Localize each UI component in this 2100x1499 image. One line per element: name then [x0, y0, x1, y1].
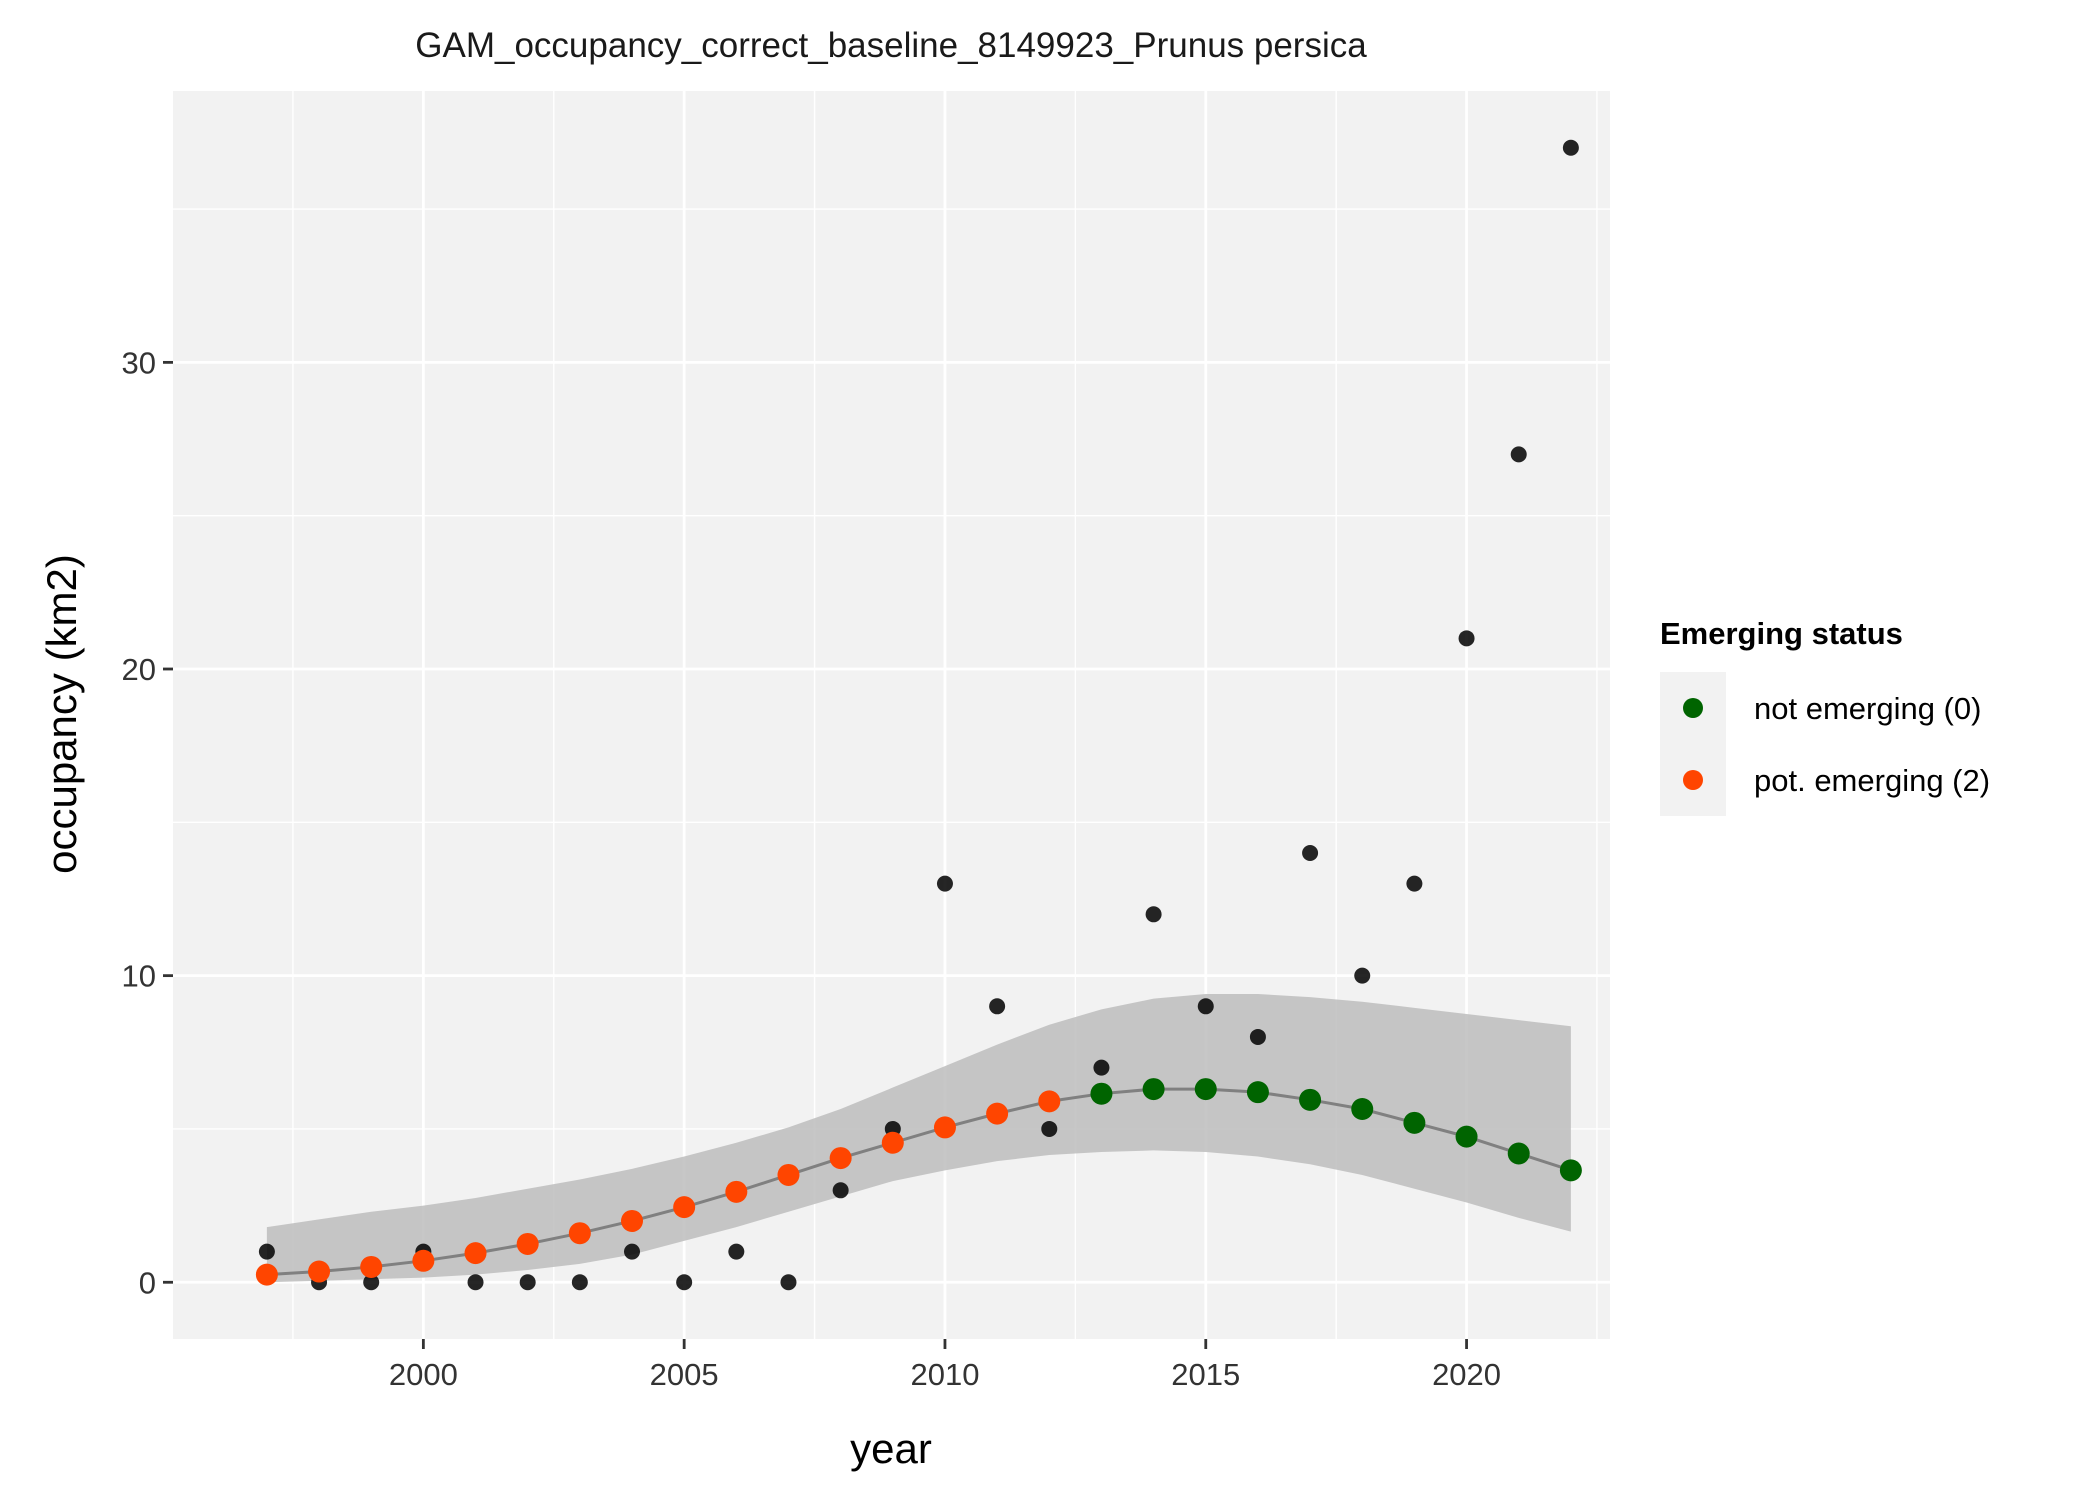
fitted-point-pot-emerging	[516, 1232, 539, 1255]
fitted-point-not-emerging	[1142, 1078, 1165, 1101]
observed-point	[780, 1274, 797, 1291]
fitted-point-pot-emerging	[829, 1147, 852, 1170]
legend-label-not-emerging: not emerging (0)	[1754, 691, 1981, 726]
legend-label-pot-emerging: pot. emerging (2)	[1754, 763, 1990, 798]
fitted-point-pot-emerging	[725, 1180, 748, 1203]
fitted-point-pot-emerging	[621, 1209, 644, 1232]
legend-key-background	[1660, 672, 1726, 816]
fitted-points	[255, 1078, 1582, 1286]
observed-point	[624, 1243, 641, 1260]
x-tick-label: 2005	[650, 1357, 719, 1392]
fitted-point-not-emerging	[1246, 1081, 1269, 1104]
fitted-point-pot-emerging	[255, 1263, 278, 1286]
y-tick-label: 0	[139, 1265, 156, 1300]
fitted-point-not-emerging	[1559, 1159, 1582, 1182]
x-axis-title: year	[850, 1425, 932, 1472]
fitted-point-not-emerging	[1351, 1098, 1374, 1121]
fitted-point-pot-emerging	[777, 1163, 800, 1186]
fitted-point-pot-emerging	[986, 1102, 1009, 1125]
y-axis: 0 10 20 30	[122, 345, 173, 1300]
y-tick-label: 10	[122, 959, 156, 994]
observed-point	[1302, 844, 1319, 861]
observed-point	[571, 1274, 588, 1291]
legend-key-not-emerging	[1683, 698, 1703, 718]
legend-title: Emerging status	[1660, 616, 1903, 651]
fitted-point-not-emerging	[1455, 1125, 1478, 1148]
y-tick-label: 20	[122, 652, 156, 687]
observed-point	[1249, 1028, 1266, 1045]
fitted-point-pot-emerging	[1038, 1090, 1061, 1113]
observed-point	[832, 1182, 849, 1199]
observed-point	[258, 1243, 275, 1260]
y-axis-title: occupancy (km2)	[38, 554, 85, 874]
x-axis: 2000 2005 2010 2015 2020	[389, 1339, 1501, 1392]
observed-point	[936, 875, 953, 892]
fitted-point-not-emerging	[1194, 1078, 1217, 1101]
fitted-point-not-emerging	[1090, 1082, 1113, 1105]
observed-point	[676, 1274, 693, 1291]
fitted-point-pot-emerging	[568, 1222, 591, 1245]
confidence-band	[266, 994, 1571, 1283]
x-tick-label: 2010	[910, 1357, 979, 1392]
fitted-point-pot-emerging	[308, 1260, 331, 1283]
fitted-point-not-emerging	[1507, 1142, 1530, 1165]
legend-key-pot-emerging	[1683, 770, 1703, 790]
observed-point	[1093, 1059, 1110, 1076]
fitted-point-pot-emerging	[933, 1116, 956, 1139]
fitted-point-pot-emerging	[464, 1242, 487, 1265]
x-tick-label: 2015	[1171, 1357, 1240, 1392]
fitted-point-pot-emerging	[881, 1131, 904, 1154]
x-tick-label: 2020	[1432, 1357, 1501, 1392]
observed-point	[1406, 875, 1423, 892]
observed-point	[519, 1274, 536, 1291]
chart-title: GAM_occupancy_correct_baseline_8149923_P…	[415, 26, 1367, 65]
observed-point	[1197, 998, 1214, 1015]
fitted-point-pot-emerging	[673, 1196, 696, 1219]
observed-point	[363, 1274, 380, 1291]
observed-point	[1562, 139, 1579, 156]
observed-point	[1354, 967, 1371, 984]
major-gridlines	[173, 91, 1610, 1339]
observed-point	[728, 1243, 745, 1260]
observed-point	[467, 1274, 484, 1291]
fitted-point-not-emerging	[1299, 1088, 1322, 1111]
legend: Emerging status not emerging (0) pot. em…	[1660, 616, 1990, 816]
y-tick-label: 30	[122, 345, 156, 380]
fitted-point-not-emerging	[1403, 1111, 1426, 1134]
fitted-point-pot-emerging	[412, 1249, 435, 1272]
fitted-point-pot-emerging	[360, 1255, 383, 1278]
observed-point	[989, 998, 1006, 1015]
observed-point	[1510, 446, 1527, 463]
observed-point	[1145, 906, 1162, 923]
x-tick-label: 2000	[389, 1357, 458, 1392]
observed-point	[1458, 630, 1475, 647]
observed-point	[1041, 1120, 1058, 1137]
